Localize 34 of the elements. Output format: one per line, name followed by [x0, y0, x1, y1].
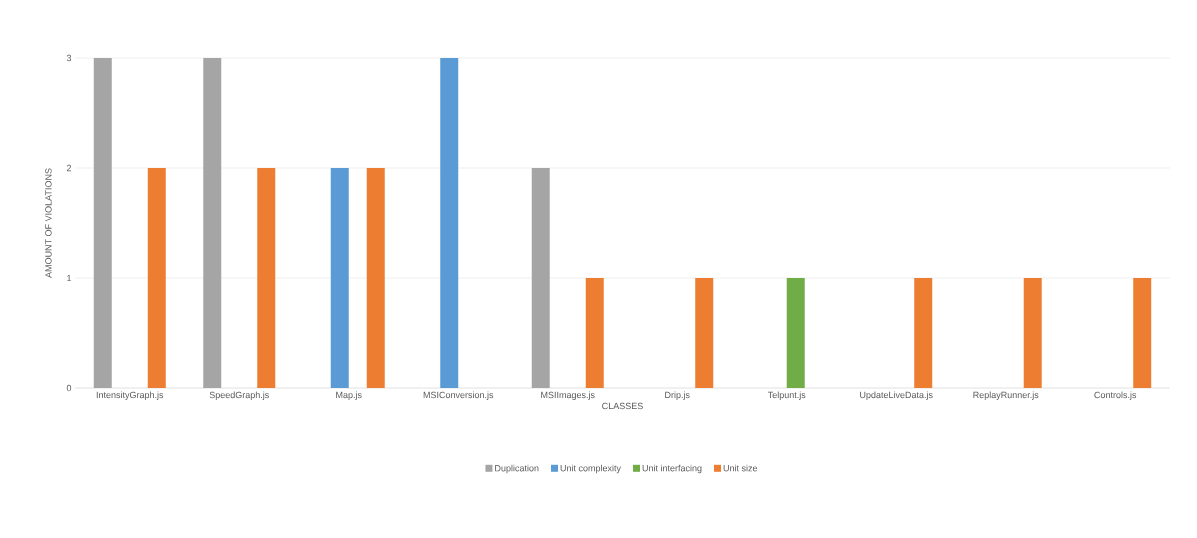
- y-tick-label: 0: [66, 384, 72, 392]
- legend-label: Unit size: [723, 464, 758, 472]
- bar: [1133, 277, 1152, 388]
- bar: [257, 167, 276, 388]
- bar: [93, 58, 112, 388]
- y-tick-label: 3: [66, 54, 72, 62]
- legend-label: Duplication: [495, 464, 539, 474]
- x-tick-label: Telpunt.js: [767, 391, 806, 400]
- x-tick-label: UpdateLiveData.js: [860, 391, 933, 400]
- bar: [366, 167, 385, 388]
- legend-label: Unit complexity: [560, 464, 621, 474]
- x-tick-label: IntensityGraph.js: [96, 391, 164, 400]
- y-tick-label: 2: [66, 164, 72, 172]
- x-tick-label: SpeedGraph.js: [209, 391, 269, 400]
- y-axis-title: AMOUNT OF VIOLATIONS: [45, 168, 52, 278]
- bar: [330, 167, 349, 388]
- bar: [585, 277, 604, 388]
- bar: [914, 277, 933, 388]
- bar: [440, 58, 459, 388]
- bar: [1023, 277, 1042, 388]
- bar: [695, 277, 714, 388]
- legend-label: Unit interfacing: [642, 464, 702, 474]
- x-tick-label: MSIImages.js: [541, 391, 595, 400]
- bar: [786, 277, 805, 388]
- x-tick-label: MSIConversion.js: [423, 391, 494, 400]
- y-tick-label: 1: [67, 274, 72, 282]
- x-tick-label: Drip.js: [665, 391, 690, 400]
- x-axis-title: CLASSES: [602, 402, 643, 410]
- x-tick-label: ReplayRunner.js: [973, 391, 1039, 400]
- x-tick-label: Map.js: [336, 391, 362, 400]
- x-tick-label: Controls.js: [1094, 391, 1137, 400]
- bar: [147, 167, 166, 388]
- bar: [531, 167, 550, 388]
- bar: [203, 58, 222, 388]
